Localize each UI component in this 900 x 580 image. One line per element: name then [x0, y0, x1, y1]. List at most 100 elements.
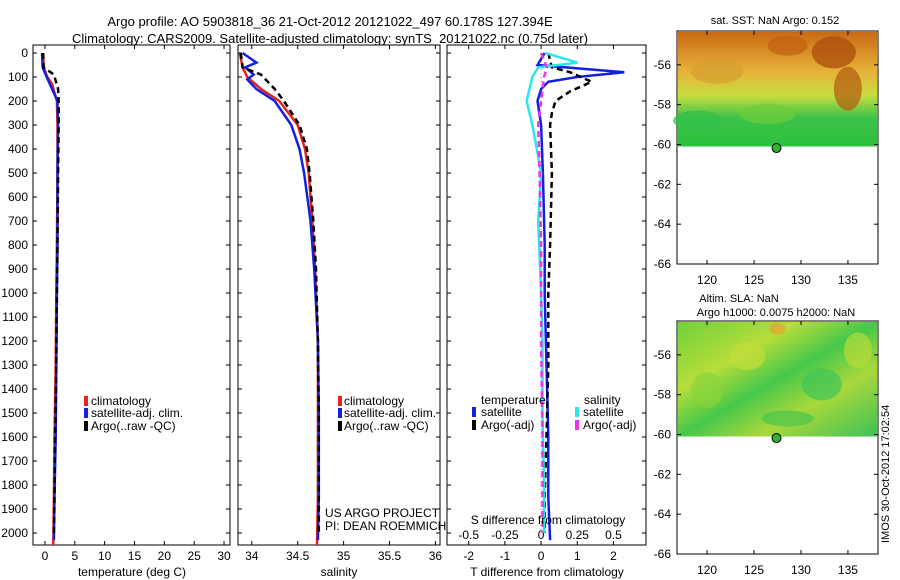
difference-legend-s-satellite: satellite	[583, 405, 624, 419]
s-tick-label: -0.5	[458, 528, 479, 542]
difference-legend-t-argo: Argo(-adj)	[481, 418, 534, 432]
lon-tick-label: 120	[697, 563, 717, 577]
depth-tick-label: 1400	[1, 382, 28, 396]
s-tick-label: 0	[538, 528, 545, 542]
lat-tick-label: -66	[654, 547, 672, 561]
timestamp-stamp: IMOS 30-Oct-2012 17:02:54	[880, 405, 892, 543]
depth-tick-label: 1700	[1, 454, 28, 468]
plot-title-line-1: Argo profile: AO 5903818_36 21-Oct-2012 …	[107, 14, 553, 29]
sla-map-title-line-2: Argo h1000: 0.0075 h2000: NaN	[697, 307, 855, 319]
sst-field-patch	[811, 36, 856, 69]
temperature-legend-argo: Argo(..raw -QC)	[91, 419, 176, 433]
temperature-legend-climatology: climatology	[91, 394, 151, 408]
x-tick-label: 15	[128, 549, 142, 563]
x-tick-label: 20	[158, 549, 172, 563]
difference-legend-salinity-title: salinity	[584, 393, 621, 407]
lon-tick-label: 130	[791, 563, 811, 577]
sla-field-patch	[843, 332, 872, 369]
sla-field-patch	[691, 372, 724, 409]
series-line-satellite-adj-clim-	[241, 51, 321, 541]
salinity-legend-climatology-marker	[338, 396, 342, 406]
salinity-legend-climatology: climatology	[344, 394, 404, 408]
x-tick-label: 0	[538, 549, 545, 563]
difference-legend-t-argo-marker	[472, 420, 476, 430]
sst-map-frame	[676, 30, 879, 265]
salinity-legend-argo: Argo(..raw -QC)	[344, 419, 429, 433]
lat-tick-label: -64	[654, 217, 672, 231]
x-tick-label: 5	[71, 549, 78, 563]
lat-tick-label: -62	[654, 177, 672, 191]
sla-map: -56 -58 -60 -62 -64 -66 120 125 130 135	[654, 321, 878, 577]
lat-tick-label: -56	[654, 58, 672, 72]
depth-tick-label: 1000	[1, 286, 28, 300]
s-tick-label: -0.25	[491, 528, 519, 542]
x-tick-label: 2	[610, 549, 617, 563]
depth-tick-label: 1500	[1, 406, 28, 420]
pi-note: PI: DEAN ROEMMICH	[325, 519, 446, 533]
x-tick-label: -2	[463, 549, 474, 563]
depth-tick-label: 1300	[1, 358, 28, 372]
lat-tick-label: -66	[654, 257, 672, 271]
temperature-legend-satellite: satellite-adj. clim.	[91, 406, 183, 420]
s-tick-label: 0.25	[566, 528, 590, 542]
s-tick-label: 0.5	[605, 528, 622, 542]
depth-tick-label: 1200	[1, 334, 28, 348]
difference-legend-temperature-title: temperature	[481, 393, 546, 407]
lat-tick-label: -58	[654, 388, 672, 402]
salinity-legend-argo-marker	[338, 421, 342, 431]
difference-legend-t-satellite: satellite	[481, 405, 522, 419]
lat-tick-label: -60	[654, 138, 672, 152]
x-tick-label: 0	[42, 549, 49, 563]
depth-tick-label: 700	[8, 214, 28, 228]
depth-tick-label: 200	[8, 94, 28, 108]
lon-tick-label: 130	[791, 273, 811, 287]
x-tick-label: 36	[429, 549, 443, 563]
plot-title-line-2: Climatology: CARS2009. Satellite-adjuste…	[72, 31, 588, 46]
temperature-panel-frame	[32, 44, 231, 546]
series-line-temperature-argo-adj-	[543, 52, 595, 533]
salinity-legend-satellite-marker	[338, 408, 342, 418]
sst-map-title: sat. SST: NaN Argo: 0.152	[711, 15, 839, 27]
sst-field-patch	[691, 59, 744, 84]
s-difference-label: S difference from climatology	[471, 513, 626, 527]
x-tick-label: 35.5	[378, 549, 402, 563]
sst-field-patch	[673, 110, 722, 131]
difference-panel-frame	[446, 44, 647, 546]
lat-tick-label: -60	[654, 428, 672, 442]
lon-tick-label: 135	[838, 563, 858, 577]
lat-tick-label: -62	[654, 467, 672, 481]
series-line-salinity-satellite	[525, 51, 578, 533]
project-note: US ARGO PROJECT	[325, 506, 440, 520]
depth-tick-label: 1600	[1, 430, 28, 444]
sst-field-patch	[739, 103, 796, 124]
sst-field-patch	[767, 35, 808, 56]
lat-tick-label: -58	[654, 98, 672, 112]
x-tick-label: 34.5	[286, 549, 310, 563]
temperature-legend-satellite-marker	[84, 408, 88, 418]
difference-legend-s-argo-marker	[575, 420, 579, 430]
sla-map-title-line-1: Altim. SLA: NaN	[699, 293, 779, 305]
argo-float-marker	[771, 433, 782, 444]
difference-legend-s-argo: Argo(-adj)	[583, 418, 636, 432]
sla-field-patch	[769, 322, 786, 335]
sst-field-patch	[833, 66, 862, 111]
series-line-climatology	[238, 52, 320, 546]
depth-tick-label: 400	[8, 142, 28, 156]
difference-legend: temperature salinity satellite Argo(-adj…	[472, 393, 636, 432]
sla-field-patch	[761, 410, 814, 427]
series-line-argo-raw-qc-	[239, 52, 321, 533]
depth-tick-label: 1100	[2, 310, 28, 324]
x-tick-label: 30	[217, 549, 231, 563]
depth-tick-label: 800	[8, 238, 28, 252]
depth-tick-label: 1900	[1, 502, 28, 516]
lat-tick-label: -56	[654, 348, 672, 362]
salinity-legend-satellite: satellite-adj. clim.	[344, 406, 436, 420]
depth-tick-label: 500	[8, 166, 28, 180]
sla-field-patch	[801, 368, 842, 401]
sla-map-frame	[676, 320, 879, 555]
salinity-axis-label: salinity	[321, 565, 358, 579]
difference-axis-label: T difference from climatology	[470, 565, 624, 579]
x-tick-label: 1	[574, 549, 581, 563]
lon-tick-label: 135	[838, 273, 858, 287]
